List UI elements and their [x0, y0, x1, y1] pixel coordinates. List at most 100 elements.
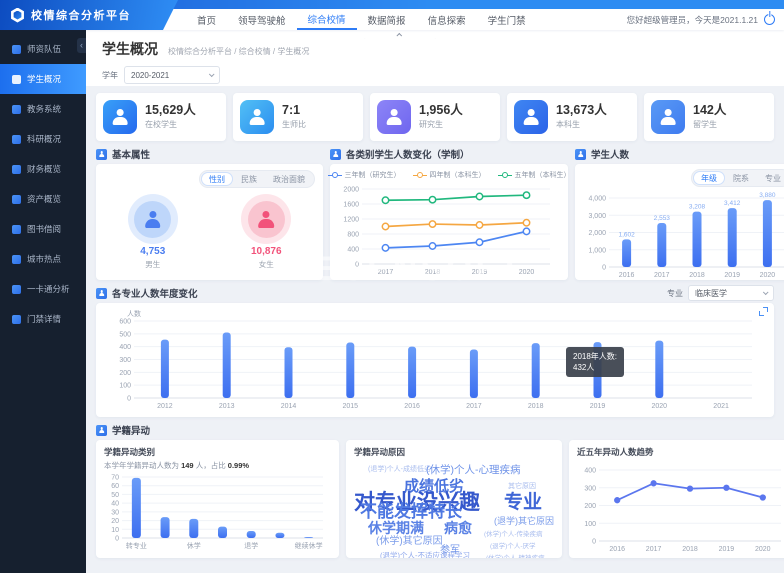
sidebar-item[interactable]: 财务概览: [0, 154, 86, 184]
nav-item[interactable]: 学生门禁: [487, 15, 526, 27]
power-icon[interactable]: [764, 14, 775, 25]
svg-text:2019: 2019: [719, 546, 735, 553]
sidebar-item-label: 师资队伍: [27, 44, 62, 54]
chart-legend: 三年制（研究生） 四年制（本科生） 五年制（本科生）: [327, 169, 571, 181]
svg-text:400: 400: [119, 344, 131, 351]
wordcloud-word: 成绩低劣: [404, 478, 465, 495]
svg-text:2017: 2017: [654, 272, 670, 279]
male-count: 4,753: [140, 246, 166, 257]
major-select[interactable]: 临床医学: [688, 285, 774, 301]
chevron-up-icon: [396, 32, 403, 39]
stat-label: 研究生: [419, 120, 443, 129]
legend-item[interactable]: 四年制（本科生）: [412, 170, 486, 180]
students-icon: [103, 100, 137, 134]
stat-cards-row: 15,629人 在校学生 7:1 生师比 1,956人 研究生 13,673人 本科生 142人…: [96, 93, 774, 141]
male-label: 男生: [145, 260, 161, 269]
wordcloud-word: 病愈: [444, 520, 472, 536]
sidebar-item[interactable]: 门禁详情: [0, 304, 86, 334]
page-header: 学生概况 校情综合分析平台 / 综合校情 / 学生概况 学年 2020-2021: [86, 30, 784, 86]
top-accent-strip: [0, 0, 784, 9]
stat-card: 1,956人 研究生: [370, 93, 500, 141]
svg-text:2018: 2018: [682, 546, 698, 553]
svg-text:100: 100: [119, 383, 131, 390]
change-trend-title: 近五年异动人数趋势: [577, 447, 654, 457]
sidebar: ‹ 师资队伍学生概况教务系统 科研概况 财务概览 资产概览图书借阅城市热点一卡通分析门…: [0, 30, 86, 573]
tab-专业[interactable]: 专业: [765, 173, 781, 183]
status-change-panel: 学籍异动 学籍异动类别 本学年学籍异动人数为 149 人，占比 0.99% 0 1…: [96, 423, 784, 558]
svg-text:2020: 2020: [760, 272, 776, 279]
sidebar-item-label: 图书借阅: [27, 224, 62, 234]
nav-item[interactable]: 数据简报: [367, 15, 406, 27]
academic-icon: [12, 104, 21, 114]
tab-年级[interactable]: 年级: [693, 171, 725, 185]
svg-text:2017: 2017: [378, 269, 394, 276]
change-category-title: 学籍异动类别: [104, 447, 156, 457]
basic-attribute-tabs: 性别 民族 政治面貌: [199, 170, 315, 188]
change-trend-card: 近五年异动人数趋势 0 100 200 300 400 2016 2017 2018 2019 2…: [569, 440, 784, 558]
svg-text:转专业: 转专业: [126, 541, 147, 550]
nav-collapse-caret[interactable]: [352, 30, 448, 39]
stat-value: 13,673人: [556, 103, 607, 117]
svg-text:200: 200: [584, 503, 596, 510]
category-line-chart[interactable]: 0 400 800 1200 1600 2000 2017 2018 2019 2020: [336, 181, 558, 277]
nav-item[interactable]: 综合校情: [296, 9, 357, 30]
svg-text:500: 500: [119, 331, 131, 338]
stat-card: 15,629人 在校学生: [96, 93, 226, 141]
nav-item[interactable]: 信息探索: [427, 15, 466, 27]
tab-院系[interactable]: 院系: [733, 173, 749, 183]
logo-block: 校情综合分析平台: [0, 0, 178, 30]
male-icon: [144, 211, 161, 228]
svg-text:3,000: 3,000: [588, 213, 606, 220]
category-panel-title: 各类别学生人数变化（学制）: [346, 150, 470, 161]
panel-badge-icon: [330, 148, 341, 160]
card-icon: [12, 284, 21, 294]
legend-item[interactable]: 三年制（研究生）: [327, 170, 401, 180]
legend-marker-icon: [327, 172, 342, 179]
sidebar-item[interactable]: 教务系统: [0, 94, 86, 124]
wordcloud-word: (退学)个人-成绩低劣: [368, 466, 431, 473]
sidebar-item[interactable]: 科研概况: [0, 124, 86, 154]
change-reason-card: 学籍异动原因 (退学)个人-成绩低劣 (休学)个人-心理疾病 成绩低劣 其它原因 对专业…: [346, 440, 562, 558]
svg-text:30: 30: [111, 509, 119, 516]
nav-item[interactable]: 领导驾驶舱: [238, 15, 286, 27]
sidebar-item[interactable]: 图书借阅: [0, 214, 86, 244]
wordcloud-word: (休学)个人-传染疾病: [484, 531, 543, 538]
category-change-panel: 各类别学生人数变化（学制） 三年制（研究生） 四年制（本科生） 五年制（本科生） 0…: [327, 147, 571, 280]
hotspot-icon: [12, 254, 21, 264]
change-trend-line-chart[interactable]: 0 100 200 300 400 2016 2017 2018 2019 2020: [577, 462, 784, 554]
legend-item[interactable]: 五年制（本科生）: [497, 170, 571, 180]
sidebar-collapse-icon[interactable]: ‹: [77, 38, 86, 53]
nav-item[interactable]: 首页: [197, 15, 217, 27]
sidebar-item[interactable]: 资产概览: [0, 184, 86, 214]
wordcloud-word: 休学期满: [368, 520, 424, 536]
sidebar-item[interactable]: 师资队伍: [0, 34, 86, 64]
svg-text:2017: 2017: [646, 546, 662, 553]
tab-民族[interactable]: 民族: [241, 174, 257, 184]
sidebar-item-label: 一卡通分析: [27, 284, 70, 294]
svg-text:2019: 2019: [590, 403, 606, 410]
svg-text:2015: 2015: [343, 403, 359, 410]
svg-text:0: 0: [355, 262, 359, 269]
sidebar-item[interactable]: 一卡通分析: [0, 274, 86, 304]
major-change-panel: 各专业人数年度变化 专业 临床医学 0 100 200 300 400 500 600 人数 2…: [96, 285, 774, 417]
svg-text:2000: 2000: [343, 187, 359, 194]
student-count-bar-chart[interactable]: 0 1,000 2,000 3,000 4,000 2016 2017 2018 2019 202…: [581, 186, 784, 280]
major-select-value: 临床医学: [695, 288, 727, 298]
svg-text:400: 400: [584, 468, 596, 475]
year-select[interactable]: 2020-2021: [124, 66, 220, 84]
female-figure: 10,876 女生: [241, 194, 292, 270]
svg-text:3,208: 3,208: [689, 204, 706, 211]
panel-badge-icon: [575, 148, 586, 160]
svg-text:3,880: 3,880: [759, 192, 776, 199]
svg-text:600: 600: [119, 319, 131, 326]
tab-性别[interactable]: 性别: [201, 172, 233, 186]
tab-政治面貌[interactable]: 政治面貌: [273, 174, 305, 184]
fullscreen-icon[interactable]: [759, 307, 768, 316]
sidebar-item[interactable]: 城市热点: [0, 244, 86, 274]
svg-text:2018: 2018: [689, 272, 705, 279]
sidebar-item-label: 学生概况: [27, 74, 62, 84]
sidebar-item[interactable]: 学生概况: [0, 64, 86, 94]
greeting-text: 您好超级管理员，今天是2021.1.21: [626, 14, 758, 25]
